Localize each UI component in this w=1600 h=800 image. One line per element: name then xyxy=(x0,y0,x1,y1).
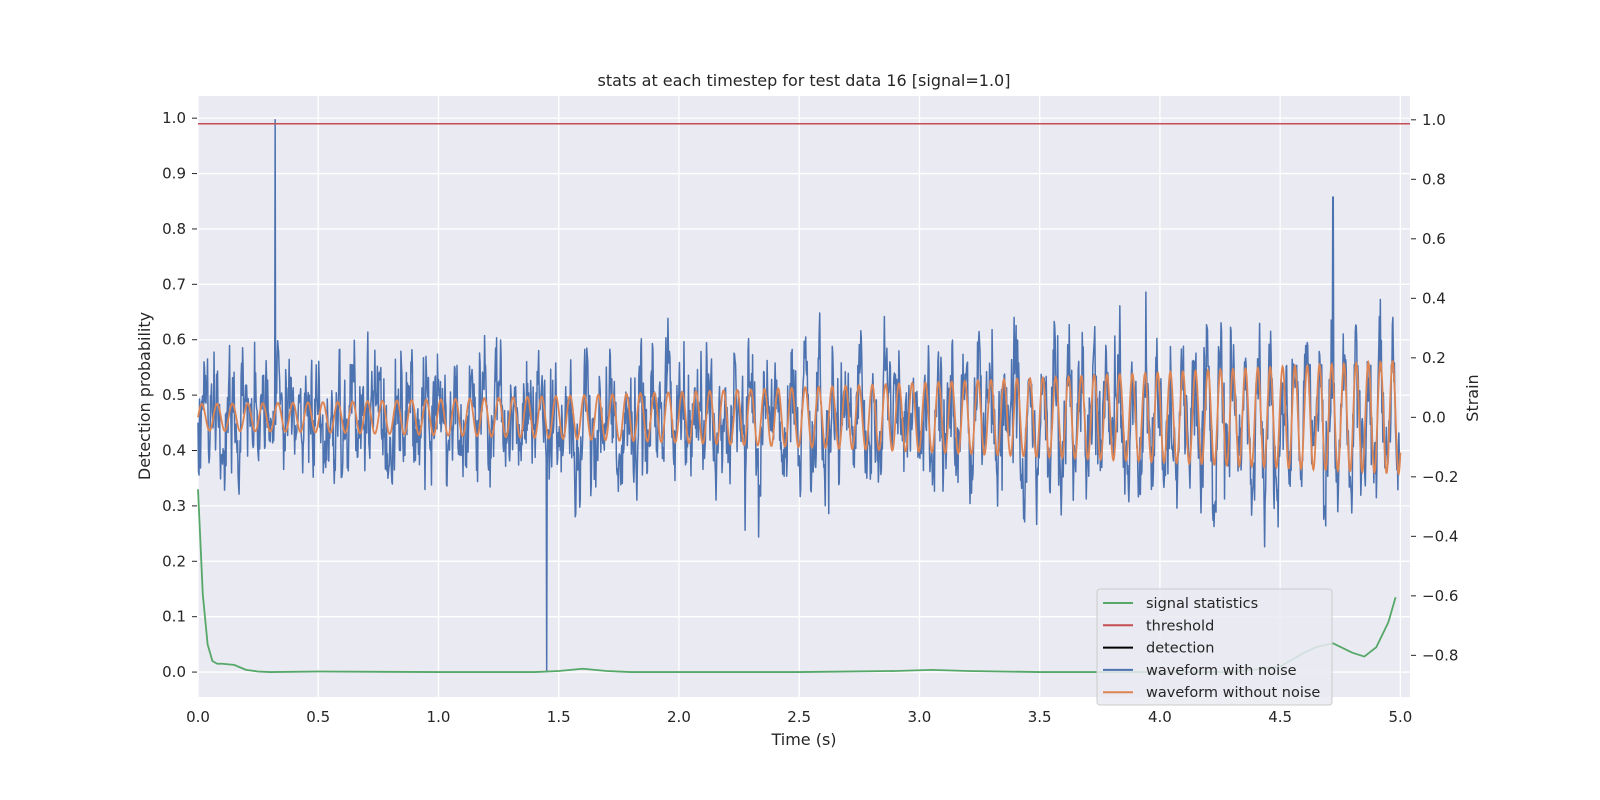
legend: signal statistics threshold detection wavef… xyxy=(1096,588,1333,706)
chart-title: stats at each timestep for test data 16 … xyxy=(598,71,1011,90)
y-tick-label: 0.3 xyxy=(162,497,186,515)
y-tick-label: 0.7 xyxy=(162,275,186,293)
x-tick-label: 2.5 xyxy=(787,708,811,726)
legend-label: waveform with noise xyxy=(1146,663,1297,679)
y2-tick-label: 0.2 xyxy=(1422,349,1446,367)
plot-series xyxy=(197,119,1410,673)
legend-label: detection xyxy=(1146,641,1214,657)
legend-label: threshold xyxy=(1146,618,1214,634)
ticks: 0.0 0.5 1.0 1.5 2.0 2.5 3.0 3.5 4.0 4.5 5.0 0.0 0.1 0… xyxy=(162,109,1458,726)
y2-tick-label: −0.8 xyxy=(1422,646,1458,664)
y2-tick-label: 0.6 xyxy=(1422,230,1446,248)
legend-label: signal statistics xyxy=(1146,596,1258,612)
x-axis-label: Time (s) xyxy=(770,730,836,749)
y-tick-label: 1.0 xyxy=(162,109,186,127)
y-tick-label: 0.0 xyxy=(162,663,186,681)
series-waveform-without-noise xyxy=(197,359,1402,476)
y2-tick-label: −0.6 xyxy=(1422,587,1458,605)
x-tick-label: 0.5 xyxy=(306,708,330,726)
x-tick-label: 3.0 xyxy=(907,708,931,726)
y2-tick-label: −0.4 xyxy=(1422,527,1458,545)
y-tick-label: 0.9 xyxy=(162,165,186,183)
x-tick-label: 0.0 xyxy=(186,708,210,726)
y2-tick-label: 0.4 xyxy=(1422,289,1446,307)
x-tick-label: 1.0 xyxy=(427,708,451,726)
y-tick-label: 0.1 xyxy=(162,608,186,626)
y-tick-label: 0.5 xyxy=(162,386,186,404)
x-tick-label: 5.0 xyxy=(1388,708,1412,726)
x-tick-label: 4.0 xyxy=(1148,708,1172,726)
legend-box xyxy=(1096,588,1333,706)
y-tick-label: 0.2 xyxy=(162,552,186,570)
x-tick-label: 3.5 xyxy=(1028,708,1052,726)
x-tick-label: 1.5 xyxy=(547,708,571,726)
y-tick-label: 0.8 xyxy=(162,220,186,238)
y2-tick-label: 1.0 xyxy=(1422,111,1446,129)
y2-tick-label: 0.0 xyxy=(1422,408,1446,426)
y-tick-label: 0.6 xyxy=(162,331,186,349)
y2-tick-label: 0.8 xyxy=(1422,170,1446,188)
legend-label: waveform without noise xyxy=(1146,685,1320,701)
x-tick-label: 4.5 xyxy=(1268,708,1292,726)
y2-tick-label: −0.2 xyxy=(1422,468,1458,486)
y2-axis-label: Strain xyxy=(1463,374,1482,421)
y-axis-label: Detection probability xyxy=(135,312,154,480)
y-tick-label: 0.4 xyxy=(162,442,186,460)
x-tick-label: 2.0 xyxy=(667,708,691,726)
